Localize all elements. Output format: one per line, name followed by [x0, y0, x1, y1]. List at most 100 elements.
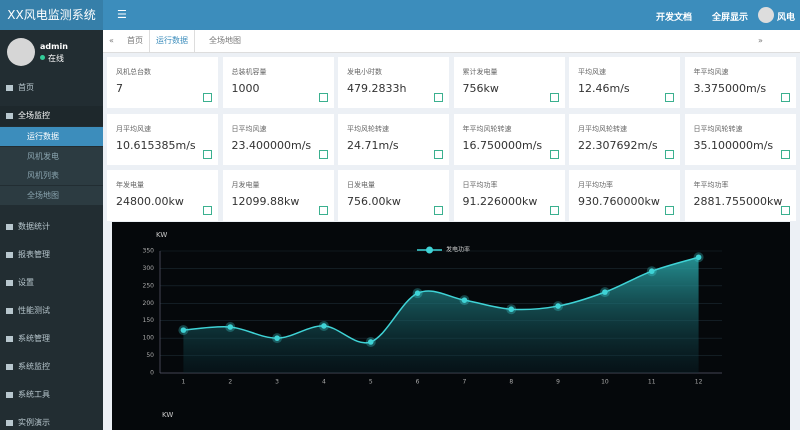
stat-card: 年平均风轮转速 16.750000m/s — [453, 113, 565, 165]
stat-card: 发电小时数 479.2833h — [338, 57, 449, 108]
stat-card: 累计发电量 756kw — [453, 57, 565, 108]
y-tick-label: 100 — [143, 335, 155, 342]
stat-card: 总装机容量 1000 — [222, 57, 334, 108]
stat-card: 平均风轮转速 24.71m/s — [338, 113, 449, 165]
stat-label: 日发电量 — [347, 181, 375, 189]
menu-item[interactable]: 首页 — [0, 78, 103, 98]
menu-item[interactable]: 数据统计 — [0, 217, 103, 237]
submenu-item[interactable]: 全场地图 — [0, 185, 103, 205]
menu-item[interactable]: 报表管理 — [0, 245, 103, 265]
stat-icon[interactable] — [203, 149, 212, 159]
y-tick-label: 0 — [150, 370, 154, 377]
tab[interactable]: 全场地图 — [209, 36, 241, 45]
stat-card: 日平均功率 91.226000kw — [453, 170, 565, 221]
stat-icon[interactable] — [203, 93, 212, 102]
menu-toggle[interactable]: ☰ — [117, 8, 127, 21]
stat-label: 平均风速 — [578, 68, 606, 76]
stat-label: 月平均风速 — [116, 124, 151, 133]
stat-value: 22.307692m/s — [578, 138, 658, 152]
menu-item[interactable]: 全场监控 — [0, 106, 103, 126]
stat-value: 24.71m/s — [347, 138, 399, 152]
top-link[interactable]: 开发文档 — [656, 13, 693, 23]
y-tick-label: 300 — [143, 265, 155, 272]
stat-icon[interactable] — [549, 206, 559, 215]
stat-icon[interactable] — [780, 93, 790, 102]
stat-value: 756.00kw — [347, 195, 401, 208]
y-tick-label: 350 — [143, 248, 155, 255]
stat-value: 12099.88kw — [231, 195, 300, 208]
stat-label: 发电小时数 — [347, 68, 382, 76]
submenu-item[interactable]: 风机发电 — [0, 146, 103, 166]
stat-icon[interactable] — [665, 93, 674, 102]
stat-icon[interactable] — [318, 149, 328, 159]
menu-item[interactable]: 设置 — [0, 273, 103, 293]
x-tick-label: 2 — [228, 379, 232, 386]
stat-label: 平均风轮转速 — [347, 124, 389, 133]
stat-icon[interactable] — [203, 206, 212, 215]
submenu-item[interactable]: 运行数据 — [0, 127, 103, 146]
stat-card: 风机总台数 7 — [107, 57, 218, 108]
stat-value: 479.2833h — [347, 82, 407, 95]
stat-card: 月平均功率 930.760000kw — [569, 170, 680, 221]
line — [183, 256, 699, 344]
stat-card: 日平均风轮转速 35.100000m/s — [684, 113, 796, 165]
menu-item[interactable]: 系统工具 — [0, 385, 103, 405]
point — [695, 254, 702, 261]
x-tick-label: 12 — [695, 379, 703, 386]
x-tick-label: 3 — [275, 379, 279, 386]
y-tick-label: 250 — [143, 282, 155, 289]
stat-card: 月平均风轮转速 22.307692m/s — [569, 113, 680, 165]
avatar — [7, 38, 35, 66]
logo[interactable]: XX风电监测系统 — [0, 0, 103, 30]
tab[interactable]: 首页 — [127, 36, 143, 45]
stat-value: 91.226000kw — [462, 195, 538, 208]
menu-item[interactable]: 系统管理 — [0, 329, 103, 349]
stat-value: 2881.755000kw — [693, 195, 783, 208]
stat-label: 日平均功率 — [462, 181, 498, 189]
x-tick-label: 8 — [509, 379, 513, 386]
stat-label: 年平均风速 — [693, 68, 729, 76]
point — [461, 297, 468, 303]
area — [183, 257, 699, 373]
menu-item[interactable]: 实例演示 — [0, 413, 103, 430]
menu-item[interactable]: 系统监控 — [0, 357, 103, 377]
stat-icon[interactable] — [434, 206, 443, 215]
user-name[interactable]: 风电 — [777, 13, 796, 23]
stat-icon[interactable] — [434, 93, 443, 102]
x-tick-label: 9 — [556, 379, 560, 386]
point — [274, 335, 280, 341]
tab-nav[interactable]: « — [109, 36, 114, 45]
stat-icon[interactable] — [665, 149, 674, 159]
status: 在线 — [48, 54, 64, 63]
top-link[interactable]: 全屏显示 — [712, 13, 749, 23]
x-tick-label: 7 — [463, 379, 467, 386]
user-avatar[interactable] — [758, 7, 774, 23]
stat-label: 风机总台数 — [116, 68, 151, 76]
stat-icon[interactable] — [318, 206, 328, 215]
menu-item[interactable]: 性能测试 — [0, 301, 103, 321]
stat-value: 24800.00kw — [116, 195, 184, 208]
stat-label: 总装机容量 — [231, 68, 267, 76]
sidebar: admin 在线 首页全场监控 运行数据 风机发电 风机列表 全场地图数据统计报表管理设… — [0, 30, 103, 430]
point — [180, 327, 187, 333]
stat-icon[interactable] — [549, 93, 559, 102]
tab[interactable]: 运行数据 — [149, 30, 195, 52]
stat-label: 年发电量 — [116, 181, 144, 189]
user-name: admin — [40, 42, 68, 51]
stat-icon[interactable] — [434, 149, 443, 159]
stat-icon[interactable] — [549, 149, 559, 159]
point — [555, 303, 561, 309]
stat-icon[interactable] — [780, 206, 790, 215]
point — [508, 306, 515, 313]
stat-icon[interactable] — [780, 149, 790, 159]
legend-label: 发电功率 — [446, 246, 470, 254]
submenu-item[interactable]: 风机列表 — [0, 166, 103, 185]
x-tick-label: 11 — [648, 379, 656, 386]
tab-nav[interactable]: » — [758, 36, 763, 45]
stat-label: 月平均功率 — [578, 181, 613, 189]
stat-icon[interactable] — [318, 93, 328, 102]
stat-icon[interactable] — [665, 206, 674, 215]
y-tick-label: 50 — [146, 352, 154, 359]
stat-value: 10.615385m/s — [116, 138, 196, 152]
stat-label: 年平均风轮转速 — [462, 124, 512, 133]
